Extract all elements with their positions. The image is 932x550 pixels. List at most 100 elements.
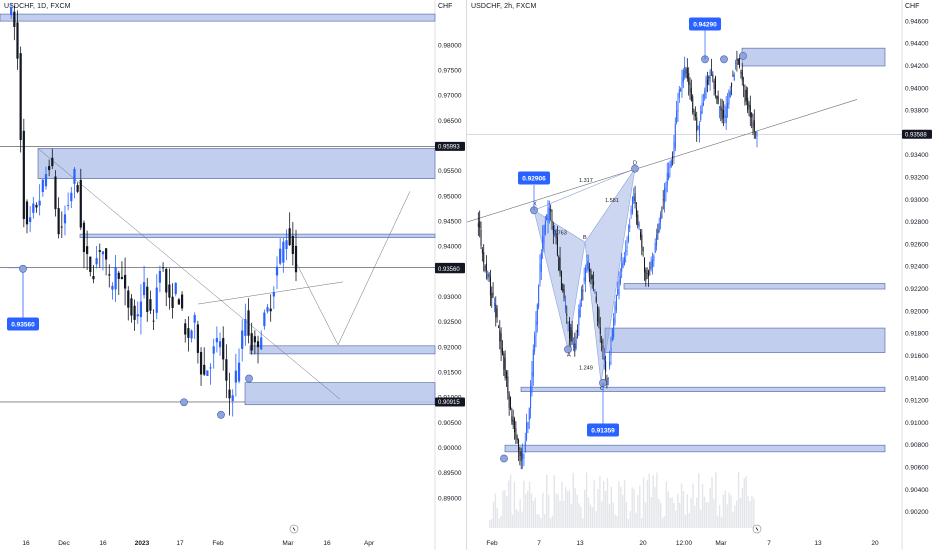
candle-body [649,267,651,268]
candle-body [605,360,607,372]
candle-body [539,263,541,284]
volume-bar [652,475,654,528]
candle-body [710,69,712,71]
volume-bar [650,496,652,528]
candle-body [190,330,193,339]
candle-body [717,95,719,104]
volume-bar [599,476,601,528]
volume-bar [528,481,531,528]
candle-body [212,346,215,354]
swing-point-marker [500,454,508,463]
projection-line [337,191,411,345]
candle-body [158,270,162,283]
volume-bar [494,493,497,528]
volume-bar [669,498,671,528]
price-tag-label: 0.93560 [438,267,460,273]
right-chart-pane[interactable]: USDCHF, 2h, FXCM CHF X A B C D 1.317 0.763 1.58… [466,0,932,550]
volume-bar [625,502,628,528]
candle-body [747,97,749,110]
candle-body [558,257,560,271]
volume-bar [692,483,694,528]
y-tick-label: 0.90500 [438,420,462,427]
candle-body [637,214,639,226]
volume-bar [718,504,721,528]
candle-body [504,357,506,379]
candle-body [203,364,206,375]
supply-demand-zone [504,444,886,453]
x-tick-label: 17 [176,540,184,547]
volume-bar [686,494,688,528]
supply-demand-zone [37,148,436,179]
candle-body [38,200,41,206]
candle-body [745,89,747,102]
candle-body [755,131,757,133]
candle-body [582,290,584,292]
volume-bar [490,518,493,528]
left-chart-pane[interactable]: USDCHF, 1D, FXCM CHF 0.98000 0.97500 0.970… [0,0,466,550]
candle-body [583,277,585,282]
price-callout [518,171,550,185]
candle-body [282,241,285,263]
candle-body [519,452,521,456]
candle-body [95,258,98,265]
volume-bar [566,491,569,528]
volume-bar [732,512,734,528]
volume-bar [656,472,658,528]
volume-bar [508,480,510,528]
volume-bar [578,503,580,528]
candle-body [32,203,35,213]
candle-body [497,326,499,328]
candle-body [518,439,520,450]
volume-bar [540,518,542,528]
volume-bar [523,480,525,528]
candle-body [586,263,588,272]
volume-bar [739,498,742,528]
y-tick-label: 0.94200 [905,63,929,70]
candle-body [535,321,537,337]
candle-body [514,418,516,433]
volume-bar [614,514,616,528]
candle-body [511,416,513,422]
candle-body [89,256,92,273]
candle-body [572,343,574,348]
candle-body [495,304,497,318]
candle-body [484,265,486,271]
candle-body [740,72,742,75]
volume-bar [506,496,508,528]
volume-bar [711,477,713,528]
volume-bar [606,478,609,528]
candle-body [542,236,544,249]
candle-body [630,208,632,215]
volume-bar [546,475,548,528]
candle-body [668,173,670,179]
candle-body [98,250,101,252]
candle-body [652,259,654,268]
right-chart-canvas[interactable]: X A B C D 1.317 0.763 1.581 1.249 0.94290 0.92906 0… [467,0,932,550]
volume-bar [574,487,576,528]
candle-body [602,345,604,349]
y-tick-label: 0.94000 [438,244,462,251]
volume-bar [612,502,614,528]
candle-body [686,68,688,79]
volume-bar [673,502,675,528]
y-tick-label: 0.90000 [438,445,462,452]
candle-body [142,282,146,296]
candle-body [567,321,569,323]
volume-bar [536,514,538,528]
x-tick-label: 16 [323,540,331,547]
candle-body [522,452,524,460]
projection-line [296,264,339,345]
candle-body [260,337,263,350]
volume-bar [715,472,717,528]
candle-body [108,274,111,276]
candle-body [577,330,579,333]
volume-bar [751,495,753,528]
candle-body [275,266,279,276]
candle-body [111,285,114,290]
candle-body [581,288,583,301]
candle-body [488,273,490,277]
left-chart-canvas[interactable]: 0.98000 0.97500 0.97000 0.96500 0.95500 0.950… [0,0,466,550]
candle-body [736,58,738,61]
y-tick-label: 0.94000 [905,85,929,92]
y-tick-label: 0.95000 [438,193,462,200]
